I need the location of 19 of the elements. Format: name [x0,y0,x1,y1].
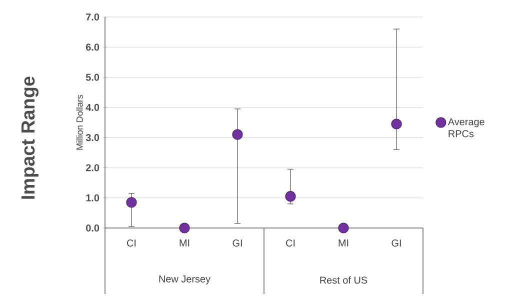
y-tick-label: 1.0 [86,194,100,202]
x-tick-label: GI [232,240,242,247]
x-tick-label: CI [127,240,136,247]
y-tick-label: 7.0 [86,13,100,21]
y-tick-label: 3.0 [86,134,100,142]
y-tick-label: 0.0 [86,224,100,232]
x-tick-label: MI [180,240,190,246]
x-tick-label: GI [392,240,401,247]
y-tick-label: 2.0 [86,164,100,172]
y-tick-label: 5.0 [86,74,100,81]
x-tick-label: MI [338,240,348,246]
y-tick-label: 4.0 [86,104,100,111]
text: Impact Range [21,76,39,199]
x-tick-label: CI [286,240,295,247]
text: Rest of US [320,276,368,284]
y-tick-label: 6.0 [86,44,100,51]
y-axis-title: Million Dollars [76,94,83,150]
text: New Jersey [159,276,210,284]
legend-label: Average RPCs [448,118,484,138]
